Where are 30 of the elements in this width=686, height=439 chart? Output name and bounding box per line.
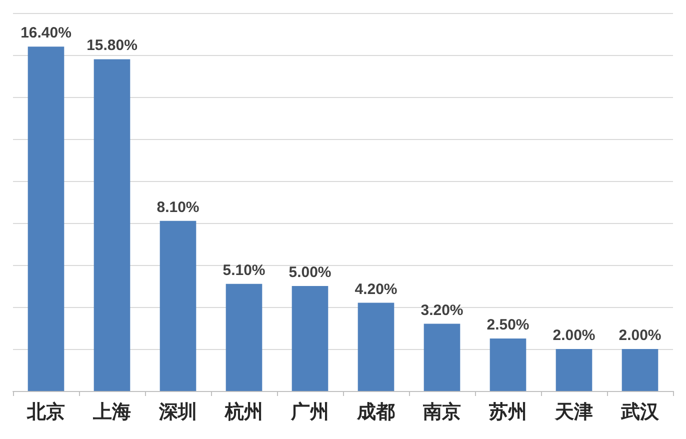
bar: [424, 324, 460, 391]
bar: [94, 59, 130, 391]
x-tick-label: 广州: [290, 401, 329, 423]
x-tick-label: 深圳: [158, 401, 197, 423]
data-label: 16.40%: [20, 24, 72, 42]
data-label: 3.20%: [420, 302, 464, 319]
bar: [226, 284, 262, 391]
x-tick-label: 天津: [554, 401, 593, 423]
x-tick-label: 成都: [356, 401, 395, 423]
bar: [358, 302, 394, 391]
data-label: 2.00%: [618, 327, 662, 344]
data-label: 4.20%: [354, 280, 398, 298]
data-label: 15.80%: [86, 37, 138, 54]
bar: [622, 349, 658, 391]
data-label: 2.00%: [552, 327, 596, 344]
x-tick-label: 杭州: [224, 401, 263, 423]
data-label: 2.50%: [486, 316, 530, 334]
data-label: 5.10%: [222, 262, 266, 279]
x-tick-label: 北京: [26, 401, 65, 423]
bar: [556, 349, 592, 391]
x-tick-label: 南京: [422, 401, 461, 423]
data-label: 5.00%: [288, 264, 332, 281]
data-label: 8.10%: [156, 198, 200, 216]
bar: [28, 46, 64, 391]
x-tick-label: 武汉: [620, 401, 660, 423]
bar: [292, 286, 328, 391]
x-tick-label: 上海: [92, 401, 131, 423]
x-tick-label: 苏州: [488, 401, 527, 423]
bar: [490, 338, 526, 391]
bar: [160, 220, 196, 391]
